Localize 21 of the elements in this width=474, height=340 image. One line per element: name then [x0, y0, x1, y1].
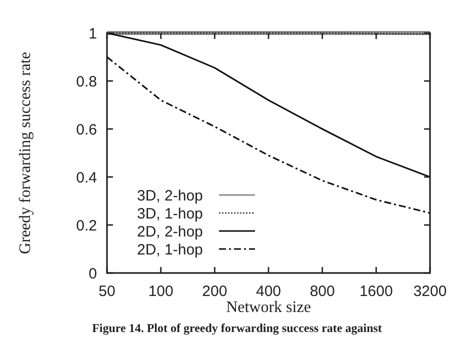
legend-label: 2D, 2-hop	[137, 223, 203, 240]
x-axis-title: Network size	[226, 299, 311, 316]
line-series	[106, 32, 431, 178]
legend-label: 3D, 2-hop	[137, 187, 203, 204]
y-tick-label: 1	[88, 25, 97, 42]
legend-label: 3D, 1-hop	[137, 205, 203, 222]
x-tick-label: 800	[310, 283, 335, 300]
x-tick-label: 3200	[413, 283, 447, 300]
caption: Figure 14. Plot of greedy forwarding success rate against	[92, 321, 382, 335]
x-tick-label: 50	[98, 283, 116, 300]
y-tick-label: 0	[88, 265, 97, 282]
legend-label: 2D, 1-hop	[137, 241, 203, 258]
y-tick-label: 0.6	[76, 121, 97, 138]
x-tick-label: 100	[148, 283, 174, 300]
y-axis-title: Greedy forwarding success rate	[17, 52, 34, 254]
y-tick-label: 0.8	[76, 73, 97, 90]
x-tick-label: 1600	[359, 283, 393, 300]
y-tick-label: 0.2	[76, 217, 97, 234]
x-tick-label: 200	[202, 283, 228, 300]
y-tick-label: 0.4	[76, 169, 97, 186]
x-tick-label: 400	[256, 283, 282, 300]
